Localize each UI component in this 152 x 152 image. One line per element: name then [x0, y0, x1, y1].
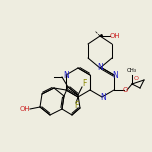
Text: N: N: [100, 93, 106, 102]
Text: F: F: [74, 100, 78, 109]
Text: O: O: [122, 87, 128, 93]
Text: OH: OH: [110, 33, 120, 39]
Text: N: N: [63, 71, 69, 79]
Text: F: F: [82, 78, 86, 88]
Text: N: N: [97, 64, 103, 73]
Text: OH: OH: [20, 106, 30, 112]
Text: N: N: [112, 71, 118, 79]
Text: O: O: [133, 76, 138, 81]
Text: CH₃: CH₃: [127, 67, 137, 73]
